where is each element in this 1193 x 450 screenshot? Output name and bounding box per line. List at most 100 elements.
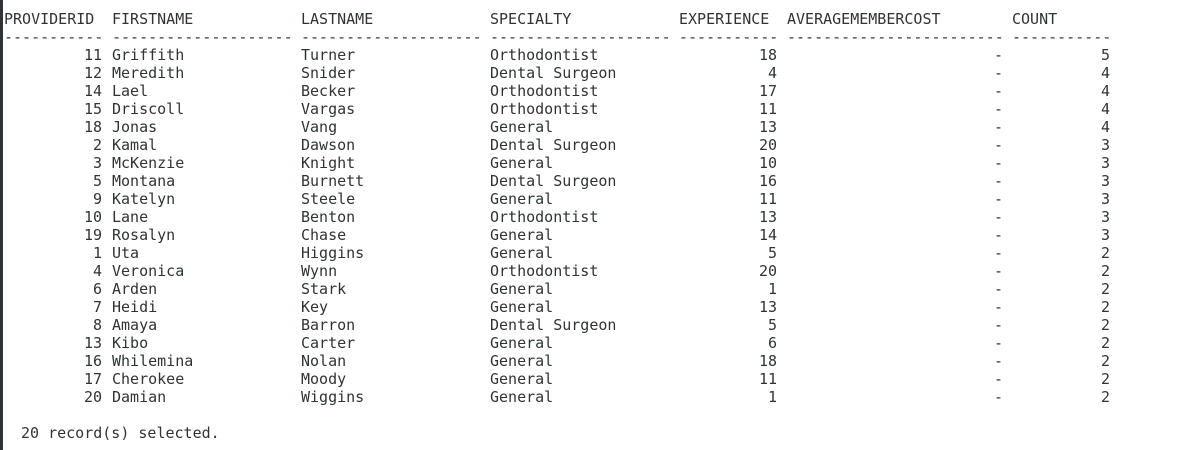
cell-averagemembercost: -	[993, 298, 1003, 316]
cell-specialty: General	[490, 118, 554, 136]
cell-specialty: General	[490, 370, 554, 388]
cell-providerid: 2	[92, 136, 102, 154]
header-providerid: PROVIDERID	[4, 10, 95, 28]
cell-specialty: General	[490, 280, 554, 298]
cell-specialty: General	[490, 352, 554, 370]
cell-averagemembercost: -	[993, 370, 1003, 388]
cell-firstname: Uta	[112, 244, 140, 262]
cell-experience: 20	[758, 262, 777, 280]
cell-lastname: Higgins	[301, 244, 365, 262]
cell-count: 3	[1100, 154, 1110, 172]
cell-firstname: Jonas	[112, 118, 158, 136]
cell-lastname: Vargas	[301, 100, 356, 118]
separator: --------------------	[112, 28, 293, 46]
cell-averagemembercost: -	[993, 118, 1003, 136]
cell-averagemembercost: -	[993, 136, 1003, 154]
cell-experience: 13	[758, 118, 777, 136]
cell-experience: 1	[767, 280, 777, 298]
cell-firstname: Montana	[112, 172, 176, 190]
cell-count: 2	[1100, 370, 1110, 388]
cell-averagemembercost: -	[993, 190, 1003, 208]
cell-count: 4	[1100, 100, 1110, 118]
cell-specialty: General	[490, 154, 554, 172]
cell-providerid: 20	[83, 388, 102, 406]
cell-providerid: 15	[83, 100, 102, 118]
cell-averagemembercost: -	[993, 82, 1003, 100]
separator: -----------	[1012, 28, 1112, 46]
cell-lastname: Barron	[301, 316, 356, 334]
cell-providerid: 4	[92, 262, 102, 280]
cell-firstname: Kamal	[112, 136, 158, 154]
separator: -----------	[4, 28, 104, 46]
cell-count: 2	[1100, 262, 1110, 280]
cell-experience: 11	[758, 370, 777, 388]
cell-providerid: 8	[92, 316, 102, 334]
cell-averagemembercost: -	[993, 334, 1003, 352]
separator: ------------------------	[787, 28, 1004, 46]
status-message: 20 record(s) selected.	[21, 424, 220, 442]
cell-averagemembercost: -	[993, 208, 1003, 226]
cell-firstname: Arden	[112, 280, 158, 298]
cell-averagemembercost: -	[993, 244, 1003, 262]
cell-count: 3	[1100, 190, 1110, 208]
header-experience: EXPERIENCE	[679, 10, 770, 28]
cell-count: 2	[1100, 388, 1110, 406]
cell-specialty: Dental Surgeon	[490, 172, 617, 190]
cell-experience: 6	[767, 334, 777, 352]
cell-count: 5	[1100, 46, 1110, 64]
header-lastname: LASTNAME	[301, 10, 374, 28]
cell-experience: 13	[758, 208, 777, 226]
cell-providerid: 16	[83, 352, 102, 370]
cell-experience: 20	[758, 136, 777, 154]
window-border	[0, 0, 3, 450]
cell-firstname: Meredith	[112, 64, 185, 82]
cell-averagemembercost: -	[993, 388, 1003, 406]
cell-averagemembercost: -	[993, 316, 1003, 334]
cell-count: 4	[1100, 64, 1110, 82]
table-header-row: PROVIDERID FIRSTNAME LASTNAME SPECIALTY …	[0, 10, 1057, 28]
cell-lastname: Wiggins	[301, 388, 365, 406]
cell-lastname: Turner	[301, 46, 356, 64]
cell-experience: 13	[758, 298, 777, 316]
cell-providerid: 18	[83, 118, 102, 136]
cell-lastname: Carter	[301, 334, 356, 352]
cell-specialty: General	[490, 388, 554, 406]
cell-lastname: Burnett	[301, 172, 365, 190]
cell-count: 4	[1100, 118, 1110, 136]
cell-lastname: Stark	[301, 280, 347, 298]
separator: --------------------	[490, 28, 671, 46]
cell-averagemembercost: -	[993, 280, 1003, 298]
cell-specialty: Orthodontist	[490, 262, 599, 280]
cell-count: 3	[1100, 226, 1110, 244]
cell-experience: 16	[758, 172, 777, 190]
cell-experience: 11	[758, 190, 777, 208]
cell-specialty: General	[490, 226, 554, 244]
cell-averagemembercost: -	[993, 352, 1003, 370]
cell-lastname: Dawson	[301, 136, 356, 154]
cell-count: 2	[1100, 334, 1110, 352]
cell-experience: 11	[758, 100, 777, 118]
cell-lastname: Wynn	[301, 262, 338, 280]
cell-firstname: Damian	[112, 388, 167, 406]
cell-count: 3	[1100, 208, 1110, 226]
cell-count: 2	[1100, 316, 1110, 334]
cell-count: 3	[1100, 172, 1110, 190]
cell-lastname: Steele	[301, 190, 356, 208]
cell-providerid: 19	[83, 226, 102, 244]
cell-lastname: Benton	[301, 208, 356, 226]
cell-providerid: 9	[92, 190, 102, 208]
cell-providerid: 10	[83, 208, 102, 226]
cell-specialty: General	[490, 298, 554, 316]
cell-firstname: Cherokee	[112, 370, 185, 388]
cell-lastname: Vang	[301, 118, 338, 136]
cell-lastname: Becker	[301, 82, 356, 100]
cell-averagemembercost: -	[993, 154, 1003, 172]
cell-providerid: 5	[92, 172, 102, 190]
cell-firstname: Lael	[112, 82, 149, 100]
cell-firstname: Veronica	[112, 262, 185, 280]
cell-experience: 14	[758, 226, 777, 244]
cell-specialty: Dental Surgeon	[490, 136, 617, 154]
cell-count: 2	[1100, 244, 1110, 262]
cell-averagemembercost: -	[993, 46, 1003, 64]
